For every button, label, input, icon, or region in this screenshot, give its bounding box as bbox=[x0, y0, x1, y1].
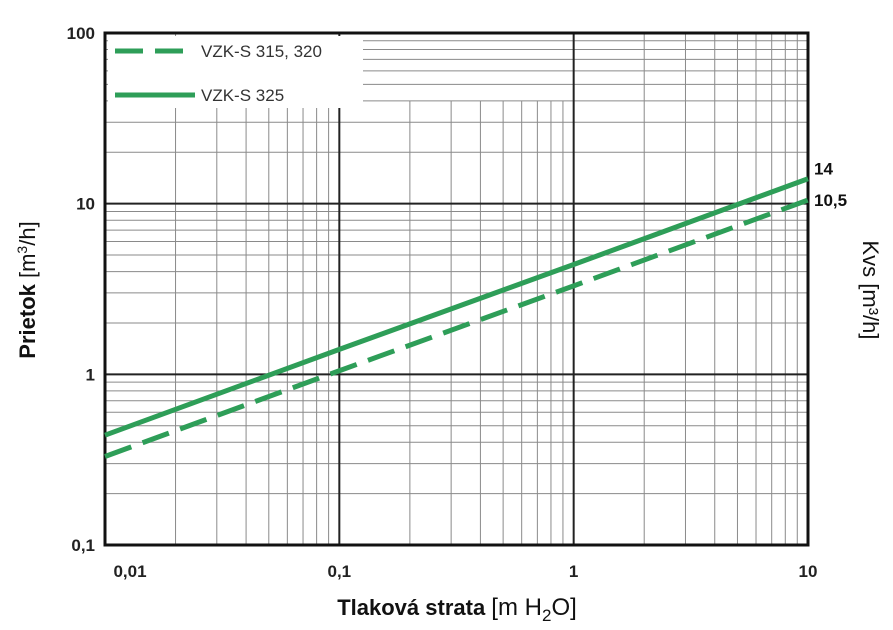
right-axis-label: Kvs [m³/h] bbox=[858, 240, 883, 339]
series-end-label: 10,5 bbox=[814, 191, 847, 210]
y-tick-label: 10 bbox=[76, 195, 95, 214]
y-axis-label: Prietok [m3/h] bbox=[14, 221, 40, 358]
series-line-vzk-s-325 bbox=[105, 179, 808, 435]
plot-frame bbox=[105, 33, 808, 545]
y-tick-label: 1 bbox=[86, 365, 95, 384]
major-grid bbox=[105, 33, 808, 545]
x-tick-label: 0,1 bbox=[328, 562, 352, 581]
series-end-label: 14 bbox=[814, 160, 833, 179]
legend-label: VZK-S 315, 320 bbox=[201, 42, 322, 61]
x-tick-label: 0,01 bbox=[113, 562, 146, 581]
legend: VZK-S 315, 320 VZK-S 325 bbox=[108, 36, 363, 108]
x-tick-label: 10 bbox=[799, 562, 818, 581]
series-line-vzk-s-315-320 bbox=[105, 200, 808, 456]
x-axis-label: Tlaková strata [m H2O] bbox=[337, 594, 577, 625]
y-tick-label: 100 bbox=[67, 24, 95, 43]
minor-grid bbox=[105, 33, 808, 545]
legend-label: VZK-S 325 bbox=[201, 86, 284, 105]
x-tick-label: 1 bbox=[569, 562, 578, 581]
y-tick-label: 0,1 bbox=[71, 536, 95, 555]
